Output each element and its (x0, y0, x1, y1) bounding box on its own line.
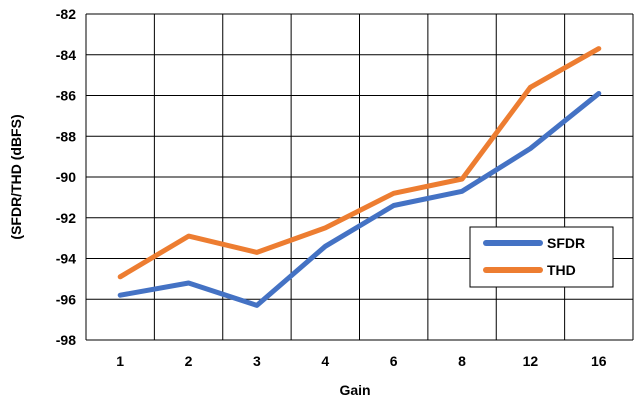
grid (85, 13, 634, 341)
legend-box (469, 226, 614, 288)
y-axis-ticks: -82 -84 -86 -88 -90 -92 -94 -96 -98 (56, 6, 76, 348)
legend-label-sfdr: SFDR (547, 235, 585, 251)
y-tick-label: -82 (56, 6, 76, 22)
y-tick-label: -88 (56, 128, 76, 144)
series-line-sfdr (117, 91, 602, 308)
x-tick-label: 4 (321, 353, 329, 369)
x-tick-label: 3 (253, 353, 261, 369)
y-tick-label: -84 (56, 47, 76, 63)
legend: SFDR THD (469, 226, 614, 288)
x-tick-label: 1 (116, 353, 124, 369)
x-tick-label: 12 (523, 353, 539, 369)
x-axis-ticks: 1 2 3 4 6 8 12 16 (116, 353, 607, 369)
x-tick-label: 2 (185, 353, 193, 369)
legend-label-thd: THD (547, 262, 576, 278)
y-tick-label: -96 (56, 291, 76, 307)
x-tick-label: 8 (458, 353, 466, 369)
y-tick-label: -92 (56, 210, 76, 226)
y-axis-title: (SFDR/THD (dBFS) (8, 114, 24, 239)
y-tick-label: -86 (56, 88, 76, 104)
x-tick-label: 16 (591, 353, 607, 369)
y-tick-label: -94 (56, 251, 76, 267)
y-tick-label: -90 (56, 169, 76, 185)
y-tick-label: -98 (56, 332, 76, 348)
series-line-thd (117, 46, 602, 280)
x-axis-title: Gain (339, 382, 370, 398)
x-tick-label: 6 (390, 353, 398, 369)
series-lines (117, 46, 602, 308)
